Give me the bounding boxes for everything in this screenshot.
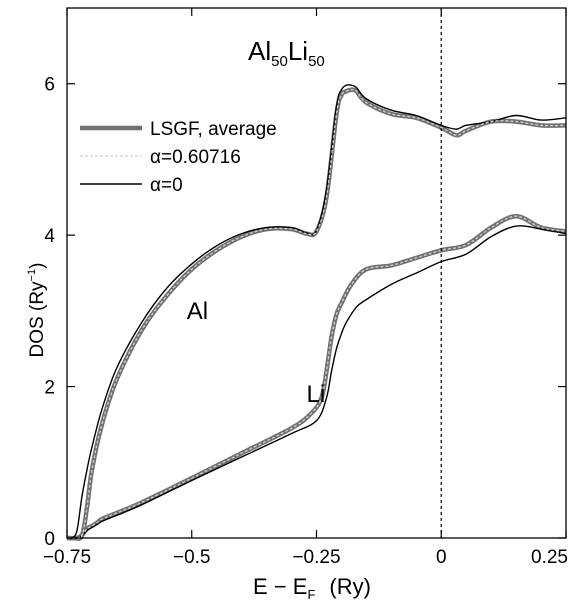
legend-label: α=0.60716 bbox=[150, 147, 241, 168]
legend: LSGF, average α=0.60716 α=0 bbox=[80, 119, 277, 196]
x-tick-label: −0.75 bbox=[43, 547, 91, 568]
dos-curve-al-dashed-light bbox=[66, 89, 567, 540]
dos-curve-al-thick-gray bbox=[66, 87, 567, 541]
y-tick-label: 0 bbox=[44, 529, 55, 550]
dos-curve-al-thin-black bbox=[66, 84, 567, 540]
plot-frame bbox=[66, 7, 567, 539]
legend-label: α=0 bbox=[150, 175, 183, 196]
curve-labels: Al Li bbox=[187, 298, 325, 408]
x-tick-label: 0 bbox=[436, 547, 447, 568]
legend-label: LSGF, average bbox=[150, 119, 277, 140]
axis-ticks bbox=[66, 8, 567, 539]
dos-curve-li-dashed-light bbox=[66, 215, 567, 539]
curve-label-al: Al bbox=[187, 298, 208, 325]
curve-label-li: Li bbox=[307, 381, 326, 408]
x-tick-label: −0.5 bbox=[173, 547, 211, 568]
dos-curves bbox=[66, 84, 567, 541]
chart-title: Al50Li50 bbox=[248, 36, 325, 70]
x-tick-label: 0.25 bbox=[531, 547, 568, 568]
dos-curve-li-thin-black bbox=[66, 225, 567, 539]
y-axis-label: DOS (Ry−1) bbox=[26, 263, 48, 358]
y-tick-label: 4 bbox=[44, 226, 55, 247]
tick-labels: −0.75 −0.5 −0.25 0 0.25 0 2 4 6 bbox=[43, 75, 568, 568]
y-tick-label: 2 bbox=[44, 378, 55, 399]
y-tick-label: 6 bbox=[44, 75, 55, 96]
x-axis-label: E − EF (Ry) bbox=[253, 574, 371, 602]
x-tick-label: −0.25 bbox=[292, 547, 340, 568]
dos-curve-li-thick-gray bbox=[66, 213, 567, 541]
